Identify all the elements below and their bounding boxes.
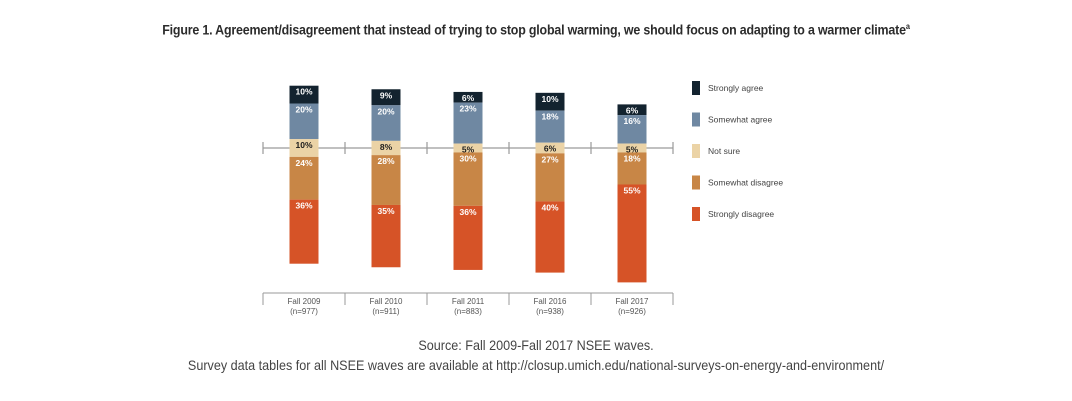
sample-size-label: (n=938) [536,307,564,316]
bar-segment-somewhat-agree [617,115,647,144]
bar-fall-2017: 6%16% 5%18% 55% [617,104,647,283]
chart-title: Figure 1. Agreement/disagreement that in… [162,22,910,38]
data-label: 10% [295,140,312,150]
category-label: Fall 2009 [288,297,321,306]
data-label: 16% [623,116,640,126]
bar-segment-somewhat-disagree [371,155,401,205]
category-label: Fall 2010 [370,297,403,306]
category-label: Fall 2011 [452,297,485,306]
bar-fall-2016: 10% 18% 6%27% 40% [535,92,565,273]
data-availability-note: Survey data tables for all NSEE waves ar… [187,357,885,373]
data-label: 20% [295,105,312,115]
bar-segment-strongly-disagree [453,205,483,270]
bar-segment-somewhat-agree [371,105,401,141]
data-label: 18% [541,112,558,122]
data-label: 6% [626,105,639,115]
data-label: 55% [623,185,640,195]
bar-segment-strongly-disagree [617,184,647,283]
data-label: 27% [541,154,558,164]
bar-fall-2011: 6%23% 5%30% 36% [453,91,483,270]
legend-label: Strongly agree [708,83,764,93]
sample-size-label: (n=883) [454,307,482,316]
data-label: 30% [459,153,476,163]
legend-label: Strongly disagree [708,209,774,219]
data-label: 35% [377,206,394,216]
bars-layer: 10%20%10%24%36%9%20%8%28%35%6%23%5%30%36… [289,85,647,283]
bar-segment-not-sure [617,143,647,153]
bar-segment-strongly-disagree [289,199,319,264]
data-label: 24% [295,158,312,168]
legend-label: Not sure [708,146,740,156]
data-label: 36% [459,207,476,217]
bar-segment-somewhat-disagree [535,153,565,202]
legend-label: Somewhat disagree [708,178,783,188]
data-label: 36% [295,201,312,211]
data-label: 40% [541,202,558,212]
sample-size-label: (n=977) [290,307,318,316]
sample-size-label: (n=926) [618,307,646,316]
data-label: 20% [377,106,394,116]
bar-segment-not-sure [453,143,483,153]
category-label: Fall 2017 [616,297,649,306]
bar-segment-strongly-agree [289,85,319,104]
data-label: 9% [380,90,393,100]
data-label: 23% [459,104,476,114]
data-label: 10% [541,94,558,104]
legend-swatch [692,207,700,221]
bar-segment-somewhat-agree [289,103,319,140]
bar-segment-somewhat-disagree [617,152,647,185]
bar-fall-2010: 9% 20% 8% 28% 35% [371,89,401,268]
legend: Strongly agree Somewhat agree Not sure Some… [692,81,783,221]
data-label: 28% [377,156,394,166]
bar-segment-not-sure [371,140,401,156]
bar-segment-strongly-disagree [371,204,401,268]
legend-item: Not sure [692,144,740,158]
data-label: 10% [295,87,312,97]
bar-segment-not-sure [289,139,319,157]
legend-item: Strongly agree [692,81,764,95]
legend-swatch [692,112,700,127]
data-label: 6% [544,144,557,154]
legend-item: Somewhat disagree [692,175,783,190]
legend-swatch [692,144,700,158]
source-note: Source: Fall 2009-Fall 2017 NSEE waves. [418,337,654,353]
data-label: 18% [623,153,640,163]
data-label: 8% [380,142,393,152]
bar-segment-somewhat-disagree [289,156,319,200]
bar-fall-2009: 10% 20% 10% 24% 36% [289,85,319,264]
bar-segment-somewhat-agree [535,110,565,143]
legend-label: Somewhat agree [708,115,773,125]
category-axis: Fall 2009(n=977) Fall 2010(n=911) Fall 201… [262,292,674,316]
bar-segment-somewhat-disagree [453,152,483,206]
bar-segment-strongly-agree [371,89,401,106]
data-label: 5% [462,145,475,155]
bar-segment-not-sure [535,142,565,154]
legend-swatch [692,81,700,95]
sample-size-label: (n=911) [372,307,400,316]
bar-segment-somewhat-agree [453,102,483,144]
title-footnote-marker: a [905,22,910,31]
bar-segment-strongly-agree [617,104,647,116]
bar-segment-strongly-agree [535,92,565,111]
legend-item: Strongly disagree [692,207,774,221]
category-label: Fall 2016 [534,297,567,306]
legend-item: Somewhat agree [692,112,773,127]
bar-segment-strongly-agree [453,91,483,103]
legend-swatch [692,175,700,190]
data-label: 6% [462,93,475,103]
bar-segment-strongly-disagree [535,201,565,273]
data-label: 5% [626,145,639,155]
